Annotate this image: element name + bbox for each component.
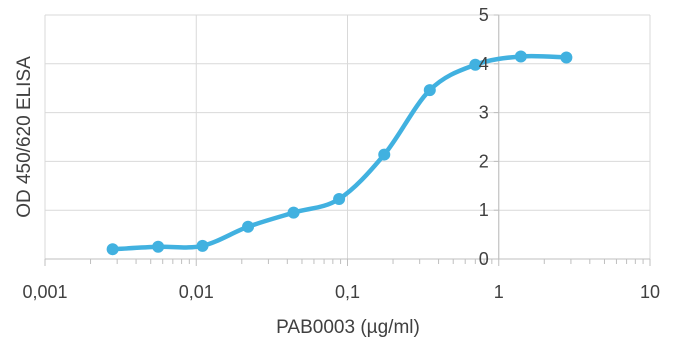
x-tick-label: 10 [640, 282, 660, 302]
data-point [333, 192, 346, 205]
data-point [287, 206, 300, 219]
y-tick-label: 2 [479, 151, 489, 171]
y-tick-label: 4 [479, 54, 489, 74]
y-tick-label: 5 [479, 5, 489, 25]
y-tick-label: 3 [479, 103, 489, 123]
y-tick-label: 0 [479, 249, 489, 269]
x-axis-label: PAB0003 (µg/ml) [276, 317, 420, 338]
x-tick-label: 0,01 [179, 282, 214, 302]
data-point [196, 239, 209, 252]
data-point [560, 51, 573, 64]
data-point [423, 84, 436, 97]
x-tick-label: 0,1 [335, 282, 360, 302]
y-axis-label: OD 450/620 ELISA [14, 56, 35, 218]
x-tick-label: 1 [494, 282, 504, 302]
data-point [514, 50, 527, 63]
data-point [152, 240, 165, 253]
x-tick-label: 0,001 [22, 282, 67, 302]
data-point [106, 243, 119, 256]
data-point [378, 148, 391, 161]
data-point [242, 220, 255, 233]
axes [44, 14, 651, 266]
data-point [469, 58, 482, 71]
data-series [106, 50, 573, 256]
y-tick-label: 1 [479, 200, 489, 220]
gridlines [44, 14, 651, 259]
